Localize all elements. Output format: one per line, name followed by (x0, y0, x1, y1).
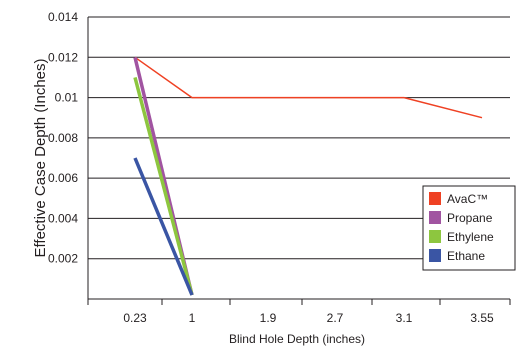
series-line-0 (134, 56, 483, 119)
legend: AvaC™ Propane Ethylene Ethane (422, 185, 516, 271)
y-tick-label: 0.012 (48, 50, 78, 64)
x-axis-label: Blind Hole Depth (inches) (229, 332, 365, 346)
y-tick-label: 0.014 (48, 10, 78, 24)
legend-swatch (429, 249, 441, 262)
legend-label: Ethane (447, 249, 485, 263)
series-line-3 (133, 157, 194, 296)
y-tick-label: 0.004 (48, 211, 78, 225)
y-tick-label: 0.006 (48, 171, 78, 185)
y-tick-label: 0.01 (55, 91, 79, 105)
x-tick-label: 3.55 (470, 311, 494, 325)
x-tick-label: 1 (189, 311, 196, 325)
y-tick-labels: 0.002 0.004 0.006 0.008 0.01 0.012 0.014 (48, 10, 78, 266)
series-line-2 (133, 76, 194, 296)
legend-swatch (429, 230, 441, 243)
y-axis-label: Effective Case Depth (Inches) (32, 59, 49, 258)
x-tick-label: 3.1 (396, 311, 413, 325)
axes (87, 17, 511, 305)
x-tick-label: 1.9 (260, 311, 277, 325)
x-tick-label: 0.23 (123, 311, 147, 325)
legend-label: Propane (447, 211, 493, 225)
x-tick-labels: 0.23 1 1.9 2.7 3.1 3.55 (123, 311, 494, 325)
y-tick-label: 0.008 (48, 131, 78, 145)
legend-label: AvaC™ (447, 192, 488, 206)
y-tick-label: 0.002 (48, 252, 78, 266)
series-lines (133, 56, 483, 296)
legend-swatch (429, 211, 441, 224)
legend-label: Ethylene (447, 230, 494, 244)
legend-swatch (429, 192, 441, 205)
x-tick-label: 2.7 (327, 311, 344, 325)
